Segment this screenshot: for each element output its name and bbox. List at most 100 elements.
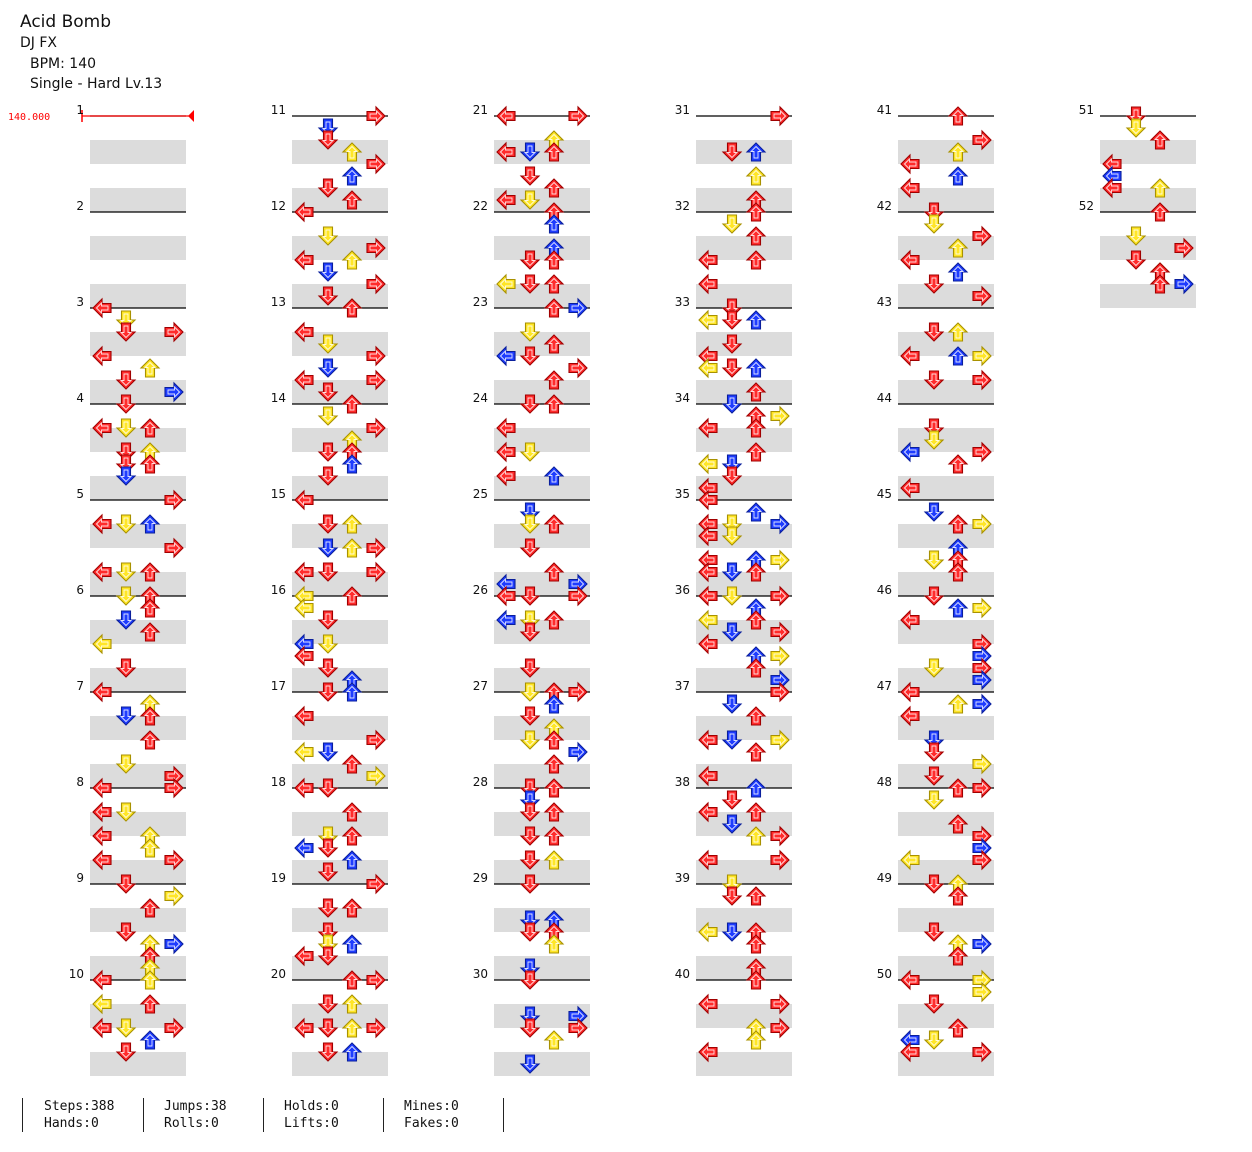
step-arrow-icon [520, 274, 540, 294]
measure-number: 20 [271, 967, 286, 981]
step-arrow-icon [698, 634, 718, 654]
beat-stripe [292, 1052, 388, 1076]
step-arrow-icon [770, 106, 790, 126]
bpm-label: BPM: 140 [30, 56, 97, 72]
step-arrow-icon [544, 514, 564, 534]
beat-stripe [696, 956, 792, 980]
step-arrow-icon [496, 610, 516, 630]
step-arrow-icon [366, 106, 386, 126]
step-arrow-icon [924, 1030, 944, 1050]
step-arrow-icon [366, 538, 386, 558]
measure-number: 31 [675, 103, 690, 117]
measure-number: 38 [675, 775, 690, 789]
step-arrow-icon [722, 814, 742, 834]
step-arrow-icon [722, 886, 742, 906]
step-arrow-icon [342, 970, 362, 990]
measure-number: 48 [877, 775, 892, 789]
step-arrow-icon [116, 610, 136, 630]
step-arrow-icon [496, 190, 516, 210]
step-arrow-icon [972, 754, 992, 774]
step-arrow-icon [294, 370, 314, 390]
step-arrow-icon [746, 442, 766, 462]
step-arrow-icon [116, 322, 136, 342]
step-arrow-icon [164, 778, 184, 798]
step-arrow-icon [294, 250, 314, 270]
step-arrow-icon [294, 562, 314, 582]
step-arrow-icon [140, 598, 160, 618]
measure-number: 41 [877, 103, 892, 117]
measure-number: 21 [473, 103, 488, 117]
step-arrow-icon [496, 442, 516, 462]
beat-stripe [494, 380, 590, 404]
step-arrow-icon [1126, 250, 1146, 270]
step-arrow-icon [544, 178, 564, 198]
step-arrow-icon [746, 358, 766, 378]
step-arrow-icon [900, 706, 920, 726]
step-arrow-icon [568, 682, 588, 702]
measure-number: 44 [877, 391, 892, 405]
step-arrow-icon [520, 778, 540, 798]
step-arrow-icon [900, 250, 920, 270]
measure-number: 22 [473, 199, 488, 213]
step-arrow-icon [746, 826, 766, 846]
measure-number: 12 [271, 199, 286, 213]
step-arrow-icon [318, 946, 338, 966]
step-arrow-icon [972, 1042, 992, 1062]
step-arrow-icon [164, 538, 184, 558]
step-arrow-icon [900, 478, 920, 498]
step-arrow-icon [544, 274, 564, 294]
beat-stripe [292, 812, 388, 836]
step-arrow-icon [342, 898, 362, 918]
step-arrow-icon [164, 886, 184, 906]
step-arrow-icon [342, 802, 362, 822]
step-arrow-icon [92, 994, 112, 1014]
stats-column: Holds:0 Lifts:0 [284, 1098, 339, 1132]
step-arrow-icon [948, 946, 968, 966]
measure-number: 16 [271, 583, 286, 597]
beat-stripe [494, 812, 590, 836]
step-arrow-icon [116, 394, 136, 414]
step-arrow-icon [900, 610, 920, 630]
step-arrow-icon [924, 922, 944, 942]
step-arrow-icon [520, 586, 540, 606]
step-arrow-icon [342, 454, 362, 474]
step-arrow-icon [770, 826, 790, 846]
step-arrow-icon [116, 454, 136, 474]
step-arrow-icon [520, 682, 540, 702]
step-arrow-icon [924, 658, 944, 678]
step-arrow-icon [294, 202, 314, 222]
hands-count: Hands:0 [44, 1116, 99, 1131]
step-arrow-icon [520, 142, 540, 162]
step-arrow-icon [698, 850, 718, 870]
step-arrow-icon [722, 874, 742, 894]
measure-number: 52 [1079, 199, 1094, 213]
step-arrow-icon [520, 1006, 540, 1026]
step-arrow-icon [948, 346, 968, 366]
step-arrow-icon [92, 346, 112, 366]
measure-number: 4 [76, 391, 84, 405]
step-arrow-icon [342, 298, 362, 318]
measure-number: 35 [675, 487, 690, 501]
measure-number: 39 [675, 871, 690, 885]
step-arrow-icon [900, 154, 920, 174]
step-arrow-icon [722, 298, 742, 318]
measure-number: 19 [271, 871, 286, 885]
step-arrow-icon [746, 562, 766, 582]
step-arrow-icon [294, 646, 314, 666]
step-arrow-icon [318, 514, 338, 534]
stats-divider [143, 1098, 144, 1132]
step-arrow-icon [1150, 274, 1170, 294]
step-arrow-icon [544, 370, 564, 390]
step-arrow-icon [92, 802, 112, 822]
step-arrow-icon [900, 442, 920, 462]
step-arrow-icon [1102, 178, 1122, 198]
step-arrow-icon [520, 730, 540, 750]
measure-number: 10 [69, 967, 84, 981]
step-arrow-icon [318, 1018, 338, 1038]
step-arrow-icon [318, 838, 338, 858]
step-arrow-icon [924, 502, 944, 522]
step-arrow-icon [698, 490, 718, 510]
step-arrow-icon [140, 562, 160, 582]
step-arrow-icon [92, 514, 112, 534]
step-arrow-icon [746, 658, 766, 678]
